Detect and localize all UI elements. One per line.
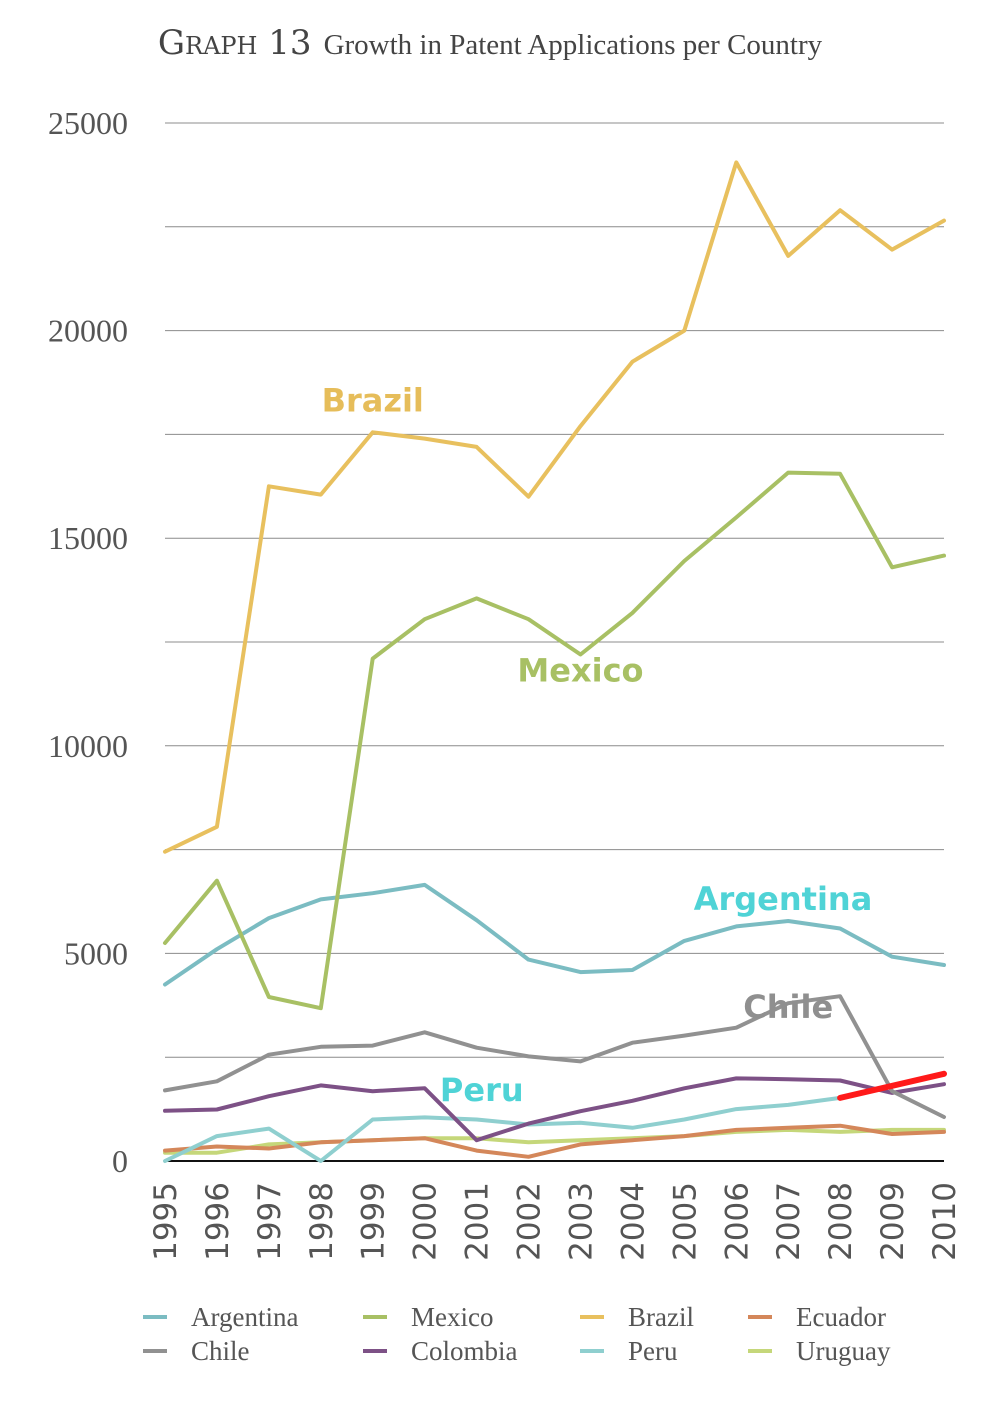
- x-tick-label: 1997: [252, 1182, 288, 1261]
- legend-item-peru: Peru: [580, 1336, 678, 1366]
- x-tick-label: 1996: [200, 1182, 236, 1261]
- chart-title-text: Growth in Patent Applications per Countr…: [324, 29, 823, 61]
- legend-item-brazil: Brazil: [580, 1302, 694, 1332]
- legend-label: Peru: [628, 1336, 678, 1366]
- legend-item-argentina: Argentina: [143, 1302, 298, 1332]
- y-tick-label: 25000: [48, 105, 128, 141]
- legend-label: Chile: [191, 1336, 250, 1366]
- x-tick-label: 2002: [512, 1182, 548, 1261]
- series-line-colombia: [163, 1076, 946, 1143]
- x-tick-label: 2009: [875, 1182, 911, 1261]
- x-tick-label: 1995: [148, 1182, 184, 1261]
- legend-label: Uruguay: [796, 1336, 891, 1366]
- x-tick-label: 2001: [460, 1182, 496, 1261]
- x-tick-label: 2010: [927, 1182, 963, 1261]
- series-line-brazil: [163, 160, 946, 854]
- legend-label: Argentina: [191, 1302, 298, 1332]
- series-annotation-mexico: Mexico: [517, 651, 643, 689]
- series-annotation-chile: Chile: [743, 988, 833, 1026]
- series-annotation-peru: Peru: [440, 1071, 524, 1109]
- series-line-peru: [163, 1095, 843, 1163]
- y-tick-label: 0: [112, 1143, 128, 1179]
- gridlines: [165, 122, 944, 1162]
- y-axis-ticks: 0 5000 10000 15000 20000 25000: [48, 105, 128, 1179]
- legend-item-uruguay: Uruguay: [748, 1336, 891, 1366]
- y-tick-label: 20000: [48, 313, 128, 349]
- y-tick-label: 5000: [64, 935, 128, 971]
- x-tick-label: 1999: [356, 1182, 392, 1261]
- x-axis-ticks: 1995 1996 1997 1998 1999 2000 2001 2002 2003 2004…: [148, 1182, 963, 1261]
- x-tick-label: 1998: [304, 1182, 340, 1261]
- legend-item-mexico: Mexico: [363, 1302, 493, 1332]
- x-tick-label: 2007: [771, 1182, 807, 1261]
- x-tick-label: 2000: [408, 1182, 444, 1261]
- chart-title: Graph 13 Growth in Patent Applications p…: [158, 23, 823, 63]
- series-annotations: Brazil Mexico Argentina Chile Peru: [322, 382, 873, 1109]
- legend-label: Colombia: [411, 1336, 518, 1366]
- series-line-chile: [163, 994, 946, 1119]
- legend-item-ecuador: Ecuador: [748, 1302, 886, 1332]
- series-line-mexico: [163, 470, 946, 1011]
- x-tick-label: 2006: [719, 1182, 755, 1261]
- series-lines: [163, 160, 946, 1163]
- series-annotation-brazil: Brazil: [322, 382, 424, 420]
- x-tick-label: 2004: [615, 1182, 651, 1261]
- legend-label: Ecuador: [796, 1302, 886, 1332]
- y-tick-label: 10000: [48, 728, 128, 764]
- x-tick-label: 2005: [667, 1182, 703, 1261]
- legend-item-chile: Chile: [143, 1336, 250, 1366]
- legend-label: Mexico: [411, 1302, 493, 1332]
- trend-highlight: [837, 1070, 947, 1101]
- series-annotation-argentina: Argentina: [694, 880, 873, 918]
- legend-item-colombia: Colombia: [363, 1336, 518, 1366]
- y-tick-label: 15000: [48, 520, 128, 556]
- x-tick-label: 2003: [564, 1182, 600, 1261]
- legend: Argentina Mexico Brazil Ecuador Chile Colombi…: [143, 1302, 891, 1366]
- highlight-line: [837, 1070, 947, 1101]
- chart-title-prefix: Graph 13: [158, 23, 312, 63]
- legend-label: Brazil: [628, 1302, 694, 1332]
- series-line-argentina: [163, 882, 946, 987]
- x-tick-label: 2008: [823, 1182, 859, 1261]
